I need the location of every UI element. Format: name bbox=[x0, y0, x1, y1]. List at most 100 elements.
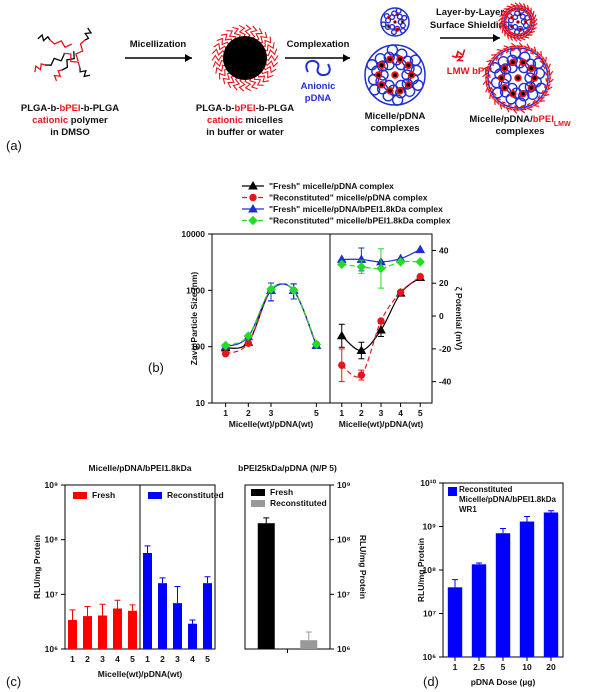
micelle-core bbox=[223, 36, 267, 80]
micelle-dot bbox=[398, 57, 402, 62]
polymer-chain bbox=[84, 27, 93, 41]
marker bbox=[248, 180, 258, 190]
marker bbox=[415, 257, 425, 267]
micelle-dot bbox=[521, 60, 525, 65]
caption: PLGA-b-bPEI-b-PLGA bbox=[21, 103, 119, 114]
pdna-ring bbox=[390, 29, 397, 36]
panel-label: (a) bbox=[6, 138, 22, 153]
panel-label: (b) bbox=[148, 360, 164, 375]
bar bbox=[203, 583, 212, 649]
x-axis-label: Micelle(wt)/pDNA(wt) bbox=[339, 419, 424, 429]
y-axis-label: RLU/mg Protein bbox=[32, 535, 42, 599]
polymer-chain bbox=[544, 68, 554, 78]
caption: cationic micelles bbox=[207, 115, 283, 126]
x-tick-label: 2 bbox=[160, 654, 165, 664]
x-tick-label: 1 bbox=[223, 408, 228, 418]
caption-part: bPEI bbox=[234, 103, 255, 114]
micelle-dot bbox=[517, 21, 519, 23]
micelle-dot bbox=[516, 76, 520, 80]
marker bbox=[266, 284, 276, 294]
polymer-chain bbox=[528, 12, 537, 22]
chart-title: Micelle/pDNA/bPEI1.8kDa bbox=[89, 463, 192, 473]
polymer-chain bbox=[226, 30, 237, 41]
polymer-chain bbox=[526, 27, 536, 34]
polymer-chain bbox=[508, 32, 517, 41]
micelle-dot bbox=[519, 13, 522, 16]
micelle-dot bbox=[510, 25, 513, 28]
caption-part: polymer bbox=[68, 115, 108, 126]
polymer-chain bbox=[258, 31, 268, 44]
polymer-chain bbox=[499, 12, 508, 21]
polymer-chain bbox=[501, 26, 510, 35]
y-tick-label: 10¹⁰ bbox=[420, 478, 436, 488]
pdna-ring bbox=[401, 78, 414, 90]
error-bar bbox=[452, 579, 458, 588]
bar bbox=[128, 610, 137, 649]
y-tick-label: 20 bbox=[439, 278, 449, 288]
polymer-chain bbox=[260, 69, 274, 79]
micelle-dot bbox=[511, 91, 515, 96]
polymer-chain bbox=[495, 49, 504, 57]
marker bbox=[356, 262, 367, 272]
polymer-chain bbox=[523, 4, 530, 14]
micelle-dot bbox=[388, 57, 392, 62]
polymer-chain bbox=[512, 2, 521, 11]
micelle-dot bbox=[394, 21, 396, 23]
polymer-chain bbox=[541, 89, 550, 97]
polymer-chain bbox=[75, 39, 86, 62]
pdna-ring bbox=[395, 7, 402, 14]
panel-label: (c) bbox=[6, 674, 21, 689]
caption-part: micelles bbox=[243, 115, 283, 126]
error-bar bbox=[500, 527, 506, 534]
caption: PLGA-b-bPEI-b-PLGA bbox=[196, 103, 294, 114]
error-bar bbox=[189, 619, 196, 624]
polymer-chain bbox=[262, 65, 277, 74]
polymer-chain bbox=[227, 74, 236, 89]
marker bbox=[376, 263, 386, 274]
marker bbox=[311, 339, 322, 350]
marker bbox=[377, 317, 385, 325]
legend-label: Fresh bbox=[270, 487, 293, 497]
marker bbox=[249, 193, 257, 202]
bar bbox=[113, 608, 122, 649]
y-axis-label: ζ Potential (mV) bbox=[454, 287, 464, 351]
y-tick-label: 10000 bbox=[181, 229, 205, 239]
micelle-dot bbox=[393, 73, 397, 77]
y-tick-label: 10⁷ bbox=[423, 609, 436, 619]
pdna-ring bbox=[522, 27, 529, 34]
marker bbox=[356, 345, 367, 354]
polymer-chain bbox=[537, 95, 546, 102]
x-tick-label: 2.5 bbox=[473, 662, 485, 672]
error-bar bbox=[305, 631, 312, 641]
polymer-chain bbox=[498, 15, 507, 25]
polymer-chain bbox=[220, 33, 233, 44]
bar bbox=[495, 533, 511, 657]
micelle-dot bbox=[398, 88, 402, 93]
polymer-chain bbox=[518, 32, 528, 41]
polymer-chain bbox=[535, 50, 542, 59]
legend-swatch bbox=[251, 489, 265, 496]
polymer-chain bbox=[545, 75, 554, 85]
marker bbox=[396, 288, 405, 296]
polymer-chain bbox=[455, 53, 464, 62]
bar bbox=[543, 512, 559, 657]
micelle-dot bbox=[511, 60, 515, 65]
polymer-chain bbox=[485, 85, 494, 95]
polymer-chain bbox=[61, 51, 75, 71]
polymer-chain bbox=[257, 72, 270, 83]
legend-swatch bbox=[251, 500, 265, 507]
polymer-chain bbox=[532, 99, 541, 107]
polymer-chain bbox=[263, 42, 275, 52]
caption-part: LMW bbox=[554, 121, 571, 128]
step-label: Surface Shielding bbox=[430, 20, 510, 31]
bar bbox=[471, 564, 487, 657]
marker bbox=[415, 244, 426, 254]
polymer-chain bbox=[253, 75, 264, 86]
polymer-chain bbox=[238, 24, 246, 39]
polymer-chain bbox=[211, 54, 226, 62]
caption-part: Micelle/pDNA/ bbox=[469, 114, 533, 125]
marker bbox=[357, 371, 366, 379]
caption: Micelle/pDNA bbox=[365, 111, 426, 122]
micelle-dot bbox=[387, 25, 390, 28]
caption-part: cationic bbox=[207, 115, 243, 126]
